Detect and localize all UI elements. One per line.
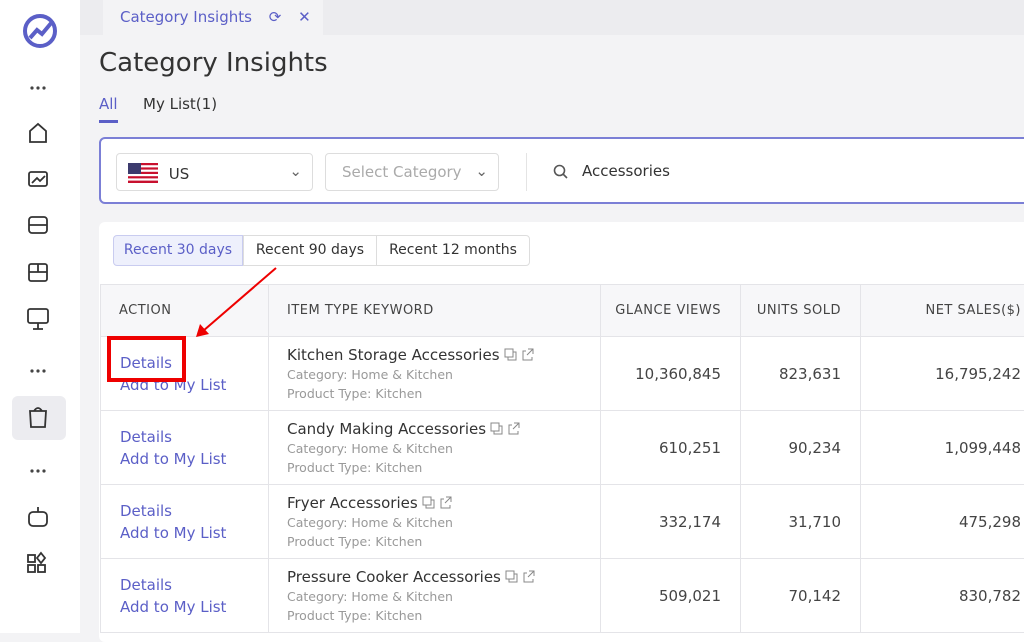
period-button[interactable]: Recent 12 months <box>376 235 530 266</box>
copy-link-icons[interactable] <box>501 568 539 586</box>
category-text: Category: Home & Kitchen <box>287 513 599 532</box>
us-flag <box>128 163 158 183</box>
chevron: ⌄ <box>475 162 488 180</box>
country-value: US <box>169 165 190 183</box>
country-select[interactable]: US ⌄ <box>116 153 313 191</box>
chevron: ⌄ <box>289 162 302 180</box>
net-sales: 16,795,242 <box>861 337 1024 411</box>
net-sales: 475,298 <box>861 485 1024 559</box>
keyword: Pressure Cooker Accessories <box>287 568 501 586</box>
page-title: Category Insights <box>99 48 328 78</box>
tab-label: Category Insights <box>120 8 252 26</box>
column-header: ACTION <box>101 285 269 337</box>
units-sold: 31,710 <box>741 485 861 559</box>
copy-link-icons[interactable] <box>486 420 524 438</box>
period-button[interactable]: Recent 30 days <box>113 235 243 266</box>
add-to-list-link[interactable]: Add to My List <box>102 374 267 396</box>
column-header: UNITS SOLD <box>741 285 861 337</box>
glance-views: 10,360,845 <box>601 337 741 411</box>
add-to-list-link[interactable]: Add to My List <box>102 448 267 470</box>
column-header: ITEM TYPE KEYWORD <box>269 285 601 337</box>
category-text: Category: Home & Kitchen <box>287 439 599 458</box>
tab-my-list[interactable]: My List(1) <box>143 95 217 113</box>
tab-all[interactable]: All <box>99 95 118 113</box>
period-button[interactable]: Recent 90 days <box>243 235 377 266</box>
keyword: Kitchen Storage Accessories <box>287 346 500 364</box>
glance-views: 610,251 <box>601 411 741 485</box>
column-header: GLANCE VIEWS <box>601 285 741 337</box>
glance-views: 509,021 <box>601 559 741 633</box>
refresh-icon[interactable]: ⟳ <box>269 8 282 26</box>
search-icon <box>553 164 569 180</box>
search-input[interactable]: Accessories <box>582 162 670 180</box>
filter-bar: US ⌄ Select Category ⌄ Accessories <box>99 137 1024 204</box>
category-placeholder: Select Category <box>342 163 462 181</box>
product-type-text: Product Type: Kitchen <box>287 384 599 403</box>
units-sold: 90,234 <box>741 411 861 485</box>
details-link[interactable]: Details <box>102 574 267 596</box>
copy-link-icons[interactable] <box>500 346 538 364</box>
category-select[interactable]: Select Category ⌄ <box>325 153 499 191</box>
tab-underline <box>99 120 118 123</box>
glance-views: 332,174 <box>601 485 741 559</box>
details-link[interactable]: Details <box>102 500 267 522</box>
net-sales: 1,099,448 <box>861 411 1024 485</box>
product-type-text: Product Type: Kitchen <box>287 532 599 551</box>
units-sold: 70,142 <box>741 559 861 633</box>
column-header: NET SALES($) <box>861 285 1024 337</box>
add-to-list-link[interactable]: Add to My List <box>102 596 267 618</box>
details-link[interactable]: Details <box>102 352 267 374</box>
details-link[interactable]: Details <box>102 426 267 448</box>
net-sales: 830,782 <box>861 559 1024 633</box>
product-type-text: Product Type: Kitchen <box>287 606 599 625</box>
category-text: Category: Home & Kitchen <box>287 365 599 384</box>
keyword: Candy Making Accessories <box>287 420 486 438</box>
category-text: Category: Home & Kitchen <box>287 587 599 606</box>
divider <box>526 153 527 191</box>
sidebar-icons <box>0 0 80 633</box>
add-to-list-link[interactable]: Add to My List <box>102 522 267 544</box>
copy-link-icons[interactable] <box>418 494 456 512</box>
sidebar <box>0 0 80 633</box>
keyword: Fryer Accessories <box>287 494 418 512</box>
page-tab[interactable]: Category Insights ⟳ ✕ <box>103 0 323 35</box>
product-type-text: Product Type: Kitchen <box>287 458 599 477</box>
units-sold: 823,631 <box>741 337 861 411</box>
close-icon[interactable]: ✕ <box>298 8 311 26</box>
